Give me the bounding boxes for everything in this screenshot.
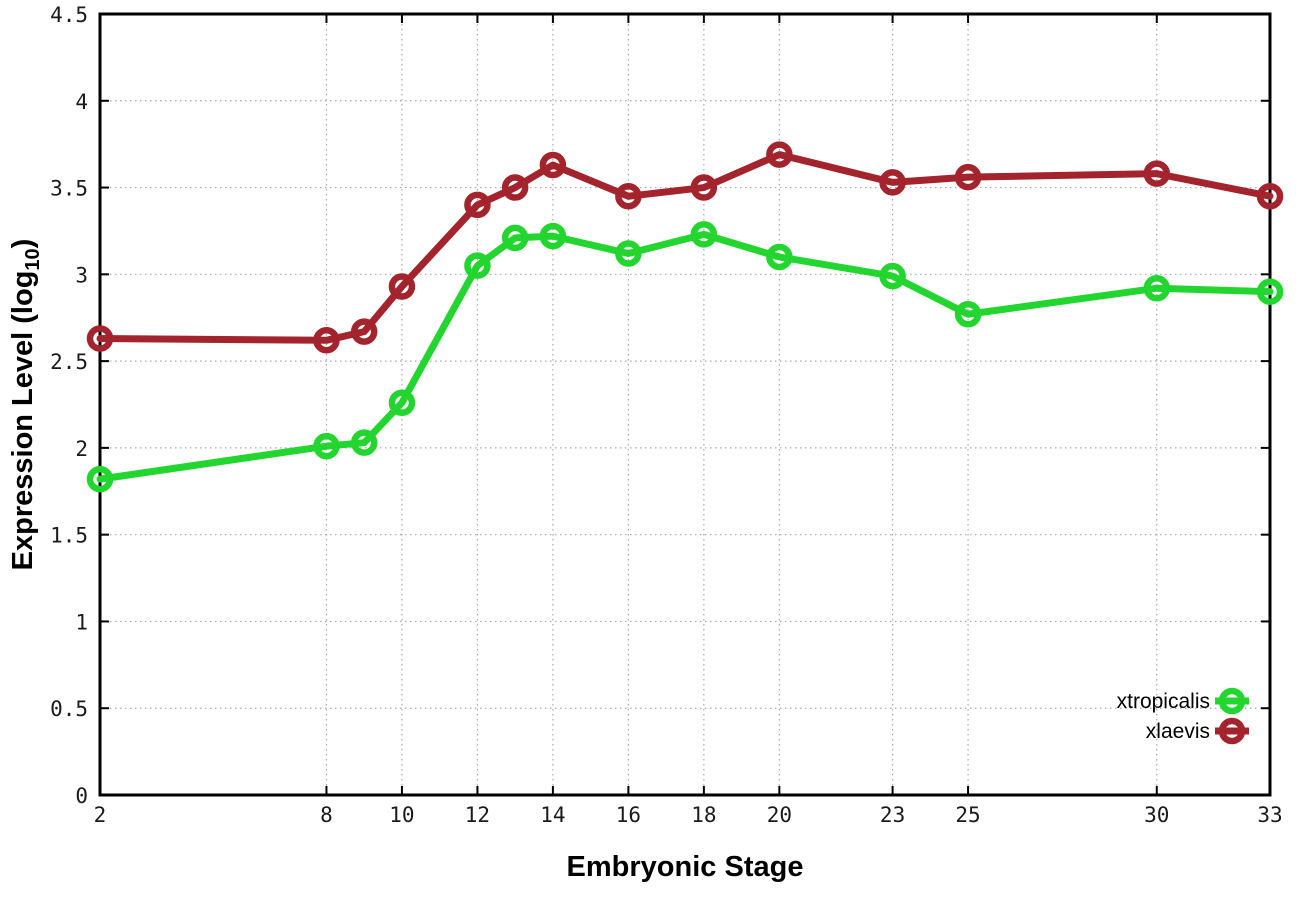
- y-tick-label: 2: [75, 437, 88, 461]
- series-line-xtropicalis: [96, 230, 1274, 483]
- data-point-marker-xlaevis: [464, 191, 491, 219]
- data-point-marker-xlaevis: [86, 325, 114, 352]
- x-tick-label: 30: [1144, 803, 1169, 827]
- y-tick-label: 4: [75, 90, 88, 114]
- data-point-marker-xlaevis: [501, 174, 529, 201]
- tick-layer: [99, 13, 1271, 796]
- data-point-marker-xlaevis: [766, 141, 793, 168]
- data-point-marker-xlaevis: [615, 182, 642, 210]
- legend-marker: [1218, 717, 1246, 745]
- x-tick-label: 2: [94, 803, 107, 827]
- data-point-marker-xtropicalis: [690, 221, 718, 248]
- legend-entry-xlaevis: xlaevis: [1146, 717, 1249, 745]
- data-point-marker-xtropicalis: [954, 301, 982, 328]
- plot-border: [98, 12, 1272, 797]
- x-tick-label: 16: [616, 803, 641, 827]
- y-tick-label: 2.5: [50, 350, 88, 374]
- data-point-marker-xtropicalis: [501, 224, 529, 252]
- data-point-marker-xtropicalis: [464, 252, 491, 279]
- x-tick-label: 20: [767, 803, 792, 827]
- legend-label-xlaevis: xlaevis: [1146, 720, 1210, 743]
- data-point-marker-xtropicalis: [539, 222, 567, 250]
- y-axis-label: Expression Level (log10): [7, 239, 44, 571]
- data-point-marker-xtropicalis: [615, 240, 642, 267]
- tick-label-layer: 2 8 10 12 14 16 18 20 23 25 30 33 0 0.5 1 1.5 2 2.5 3 3.5 4 4…: [50, 3, 1283, 827]
- data-point-marker-xtropicalis: [388, 389, 416, 417]
- data-point-marker-xtropicalis: [1143, 274, 1171, 302]
- series-xtropicalis: [86, 221, 1284, 493]
- x-tick-label: 23: [880, 803, 905, 827]
- series-layer: [86, 141, 1284, 493]
- legend-label-xtropicalis: xtropicalis: [1117, 690, 1210, 713]
- data-point-marker-xtropicalis: [766, 243, 793, 271]
- x-tick-label: 14: [540, 803, 565, 827]
- data-point-marker-xlaevis: [313, 327, 340, 354]
- x-tick-label: 25: [955, 803, 980, 827]
- data-point-marker-xlaevis: [954, 163, 982, 191]
- legend-entry-xtropicalis: xtropicalis: [1117, 687, 1249, 715]
- y-tick-label: 3: [75, 263, 88, 287]
- data-point-marker-xlaevis: [1143, 160, 1171, 187]
- data-point-marker-xtropicalis: [86, 465, 114, 493]
- y-tick-label: 3.5: [50, 177, 88, 201]
- data-point-marker-xtropicalis: [350, 429, 378, 456]
- series-line-xlaevis: [96, 151, 1274, 344]
- y-tick-label: 1.5: [50, 524, 88, 548]
- grid-layer: [99, 13, 1271, 796]
- data-point-marker-xlaevis: [1256, 182, 1284, 210]
- y-tick-label: 1: [75, 610, 88, 634]
- legend: xtropicalis xlaevis: [1117, 687, 1249, 745]
- data-point-marker-xtropicalis: [879, 262, 906, 290]
- x-tick-label: 8: [320, 803, 333, 827]
- legend-marker: [1218, 687, 1246, 715]
- data-point-marker-xlaevis: [350, 318, 378, 345]
- x-tick-label: 18: [691, 803, 716, 827]
- data-point-marker-xlaevis: [388, 273, 416, 300]
- x-tick-label: 33: [1257, 803, 1282, 827]
- data-point-marker-xtropicalis: [313, 432, 340, 460]
- y-tick-label: 0: [75, 784, 88, 808]
- data-point-marker-xlaevis: [539, 151, 567, 179]
- y-tick-label: 4.5: [50, 3, 88, 27]
- x-tick-label: 12: [465, 803, 490, 827]
- x-tick-label: 10: [389, 803, 414, 827]
- data-point-marker-xlaevis: [879, 169, 906, 196]
- series-xlaevis: [86, 141, 1284, 354]
- data-point-marker-xlaevis: [690, 174, 718, 201]
- x-axis-label: Embryonic Stage: [567, 851, 804, 883]
- data-point-marker-xtropicalis: [1256, 278, 1284, 305]
- y-tick-label: 0.5: [50, 697, 88, 721]
